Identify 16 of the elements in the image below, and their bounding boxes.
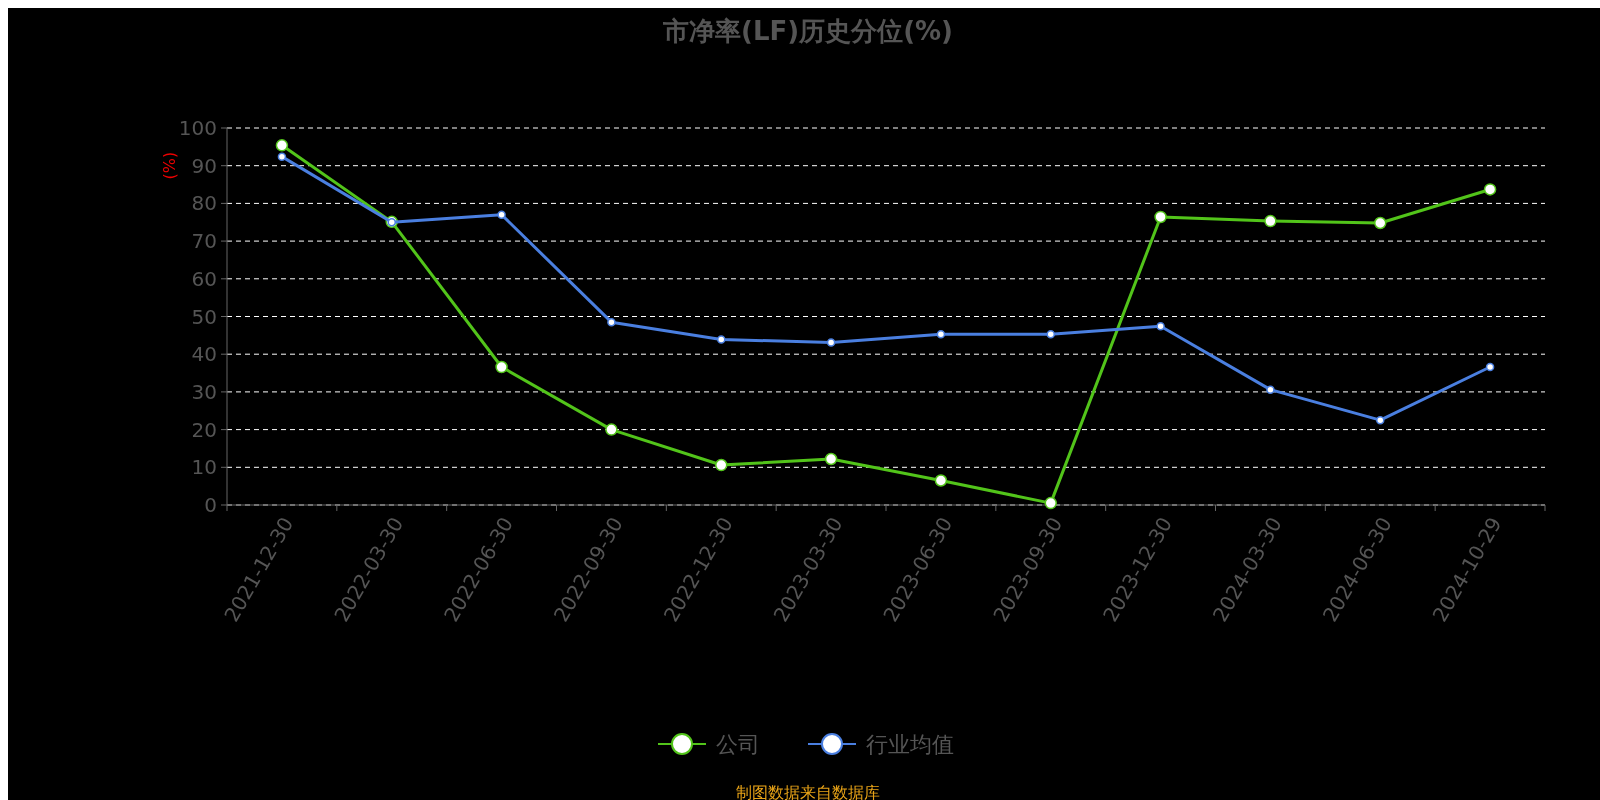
y-tick-label: 40 [191,342,217,367]
y-tick-label: 20 [191,417,217,442]
y-tick-label: 70 [191,229,217,254]
y-axis-title: (%) [159,151,179,180]
legend-label: 行业均值 [866,731,954,757]
y-tick-label: 10 [191,455,217,480]
chart-title: 市净率(LF)历史分位(%) [662,16,953,46]
y-tick-label: 0 [204,493,217,517]
y-tick-label: 100 [178,116,217,140]
y-tick-label: 90 [191,153,217,178]
y-tick-label: 50 [191,304,217,329]
y-tick-label: 60 [191,266,217,291]
legend-label: 公司 [716,731,760,757]
y-tick-label: 80 [191,191,217,216]
y-tick-label: 30 [191,379,217,404]
text: 制图数据来自数据库 [736,783,880,800]
